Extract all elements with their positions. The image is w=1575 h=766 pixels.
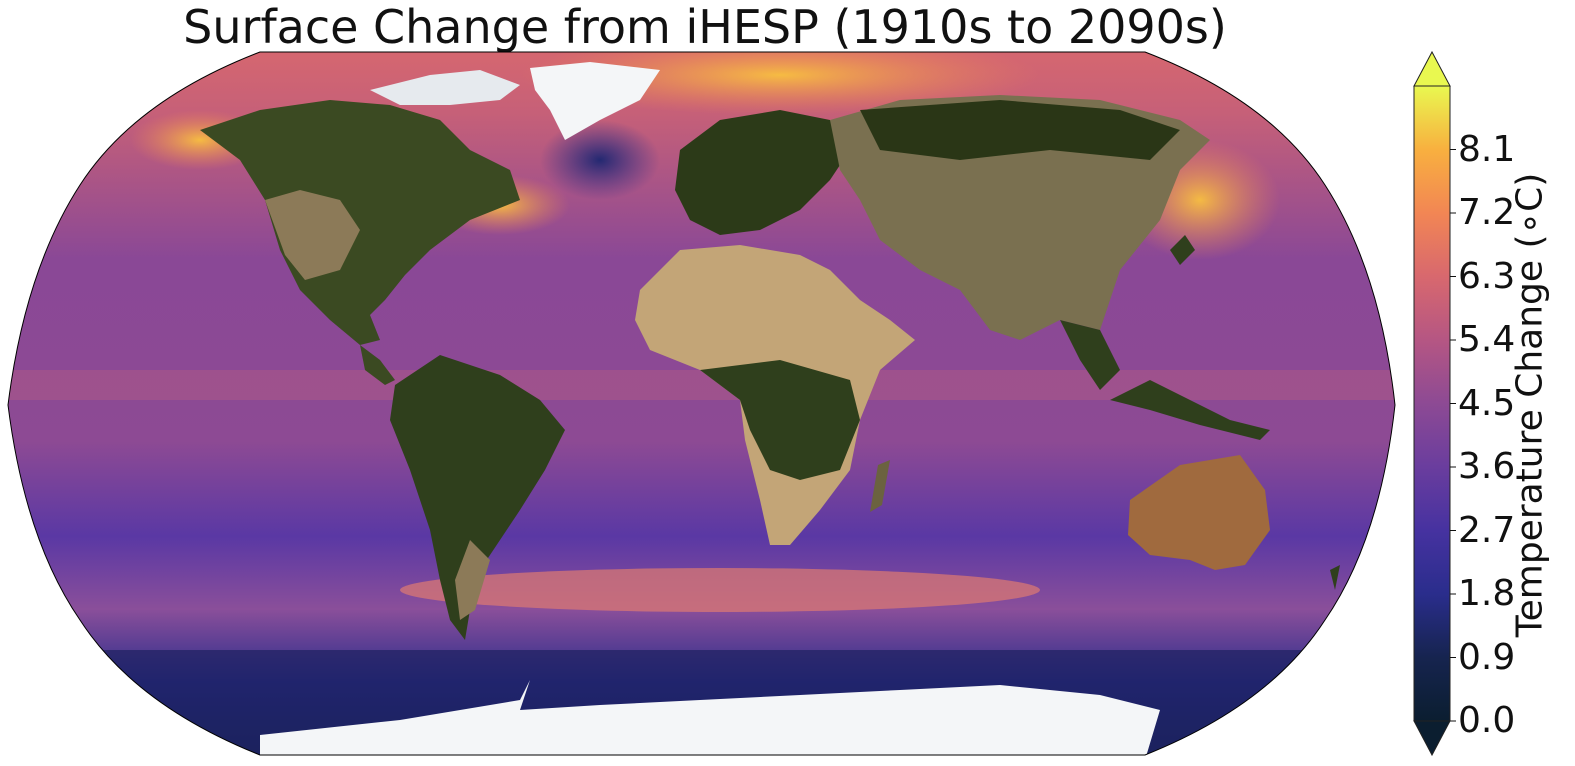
map-outline bbox=[7, 51, 1396, 756]
colorbar-ticks bbox=[1450, 149, 1456, 722]
colorbar-tick-label: 7.2 bbox=[1458, 192, 1516, 233]
southern-warm-band bbox=[400, 568, 1040, 612]
south-america bbox=[390, 355, 565, 640]
continents bbox=[200, 62, 1340, 755]
colorbar-tick-label: 8.1 bbox=[1458, 128, 1516, 170]
north-america bbox=[200, 100, 520, 345]
globe-content bbox=[8, 52, 1395, 755]
madagascar bbox=[870, 460, 890, 512]
colorbar-tick-label: 4.5 bbox=[1458, 382, 1516, 424]
arctic-islands bbox=[370, 70, 520, 105]
south-america-south bbox=[455, 540, 490, 620]
colorbar-tick-label: 5.4 bbox=[1458, 319, 1516, 360]
colorbar bbox=[1413, 50, 1456, 757]
colorbar-gradient bbox=[1413, 85, 1451, 722]
southeast-asia bbox=[1060, 320, 1120, 390]
greenland bbox=[530, 62, 660, 140]
colorbar-tick-label: 1.8 bbox=[1458, 573, 1516, 614]
colorbar-tick-label: 0.0 bbox=[1458, 700, 1516, 741]
colorbar-label: Temperature Change (∘C) bbox=[1509, 172, 1551, 638]
colorbar-tick-label: 0.9 bbox=[1458, 636, 1516, 678]
arctic-warm-spot bbox=[520, 52, 1040, 115]
europe bbox=[675, 110, 850, 235]
colorbar-tick-label: 3.6 bbox=[1458, 446, 1516, 487]
siberia bbox=[860, 100, 1180, 160]
map-title: Surface Change from iHESP (1910s to 2090… bbox=[183, 0, 1227, 54]
equatorial-warm-band bbox=[8, 370, 1395, 400]
australia bbox=[1128, 455, 1270, 570]
north-america-west bbox=[265, 190, 360, 280]
antarctica bbox=[260, 680, 1160, 755]
indonesia bbox=[1110, 380, 1270, 440]
north-atlantic-cold-spot bbox=[540, 120, 660, 200]
colorbar-tick-label: 6.3 bbox=[1458, 255, 1516, 297]
japan bbox=[1170, 235, 1195, 265]
colorbar-max-extend bbox=[1413, 50, 1451, 87]
central-africa bbox=[700, 360, 860, 480]
central-america bbox=[360, 345, 395, 385]
colorbar-tick-label: 2.7 bbox=[1458, 509, 1516, 551]
colorbar-min-extend bbox=[1413, 720, 1451, 757]
new-zealand bbox=[1330, 565, 1340, 590]
